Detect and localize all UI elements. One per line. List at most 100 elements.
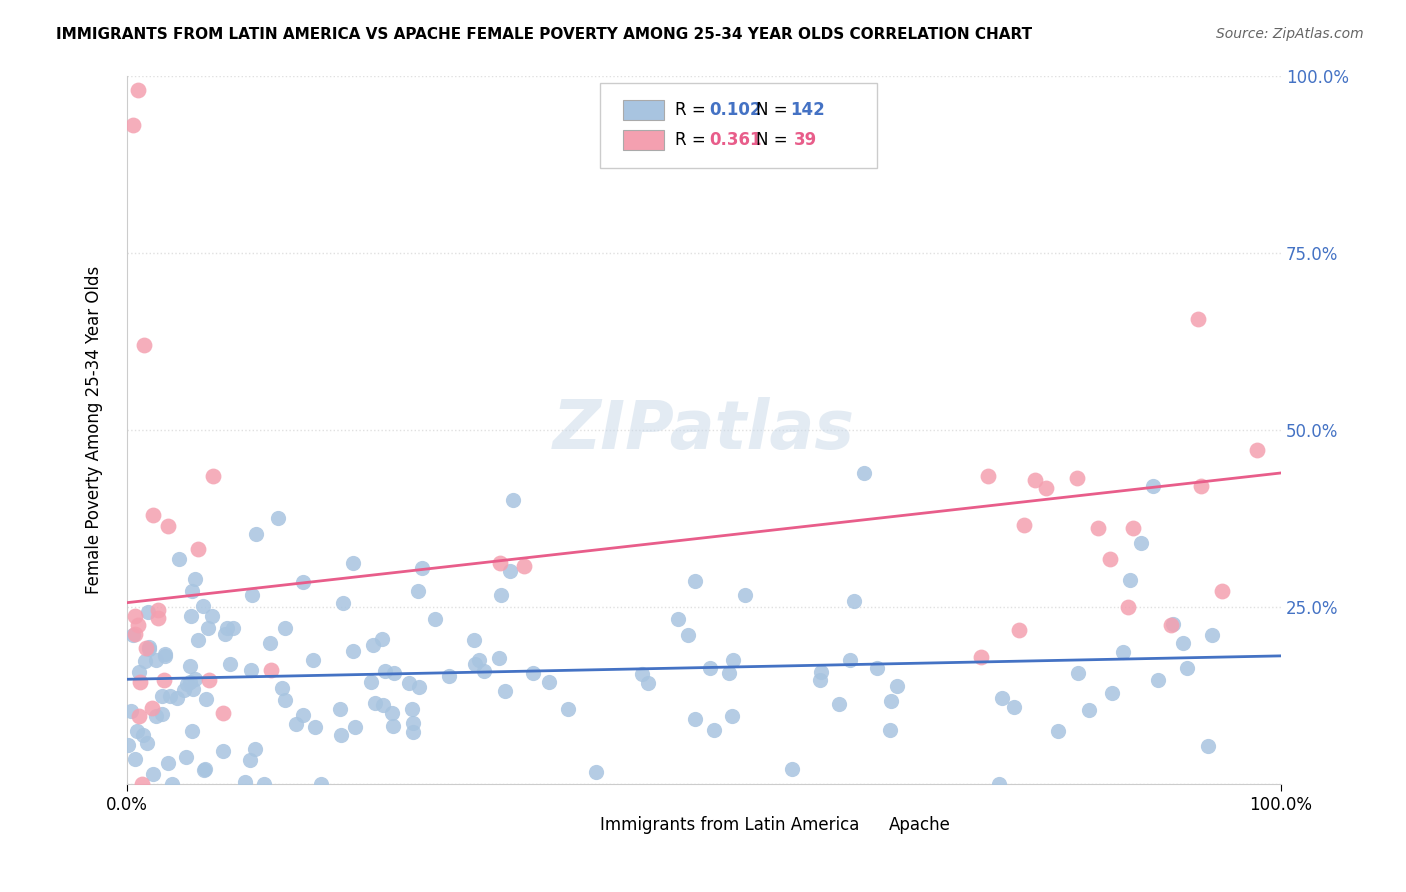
FancyBboxPatch shape (842, 816, 877, 834)
Immigrants from Latin America (494, 684, 516, 698)
Immigrants from Latin America (703, 723, 725, 738)
Apache (146, 603, 169, 617)
Immigrants from Latin America (398, 675, 420, 690)
Immigrants from Latin America (273, 621, 295, 635)
Text: 0.361: 0.361 (710, 131, 762, 149)
Immigrants from Latin America (844, 593, 866, 607)
Immigrants from Latin America (988, 777, 1011, 791)
Apache (1099, 552, 1122, 566)
Text: IMMIGRANTS FROM LATIN AMERICA VS APACHE FEMALE POVERTY AMONG 25-34 YEAR OLDS COR: IMMIGRANTS FROM LATIN AMERICA VS APACHE … (56, 27, 1032, 42)
Apache (977, 469, 1000, 483)
Immigrants from Latin America (155, 647, 177, 661)
Immigrants from Latin America (538, 674, 561, 689)
Immigrants from Latin America (502, 492, 524, 507)
Immigrants from Latin America (150, 706, 173, 721)
Immigrants from Latin America (717, 665, 740, 680)
Immigrants from Latin America (991, 691, 1014, 706)
Immigrants from Latin America (411, 560, 433, 574)
Apache (128, 674, 150, 689)
Immigrants from Latin America (720, 709, 742, 723)
Immigrants from Latin America (699, 661, 721, 675)
Immigrants from Latin America (406, 584, 429, 599)
Immigrants from Latin America (866, 661, 889, 675)
Immigrants from Latin America (245, 526, 267, 541)
Immigrants from Latin America (1119, 574, 1142, 588)
Immigrants from Latin America (360, 674, 382, 689)
Immigrants from Latin America (127, 723, 149, 738)
Immigrants from Latin America (557, 702, 579, 716)
Immigrants from Latin America (364, 696, 387, 710)
Apache (141, 701, 163, 715)
Immigrants from Latin America (463, 632, 485, 647)
Immigrants from Latin America (181, 682, 204, 697)
Immigrants from Latin America (180, 723, 202, 738)
Immigrants from Latin America (157, 756, 180, 771)
Immigrants from Latin America (180, 609, 202, 624)
Apache (1246, 442, 1268, 457)
Apache (146, 611, 169, 625)
Immigrants from Latin America (166, 690, 188, 705)
Immigrants from Latin America (167, 552, 190, 566)
Immigrants from Latin America (371, 698, 394, 713)
Apache (121, 118, 143, 132)
Apache (211, 706, 233, 721)
Immigrants from Latin America (266, 511, 288, 525)
Immigrants from Latin America (271, 681, 294, 695)
Apache (128, 709, 150, 723)
Immigrants from Latin America (217, 621, 239, 635)
Immigrants from Latin America (301, 653, 323, 667)
Text: 0.102: 0.102 (710, 102, 762, 120)
Immigrants from Latin America (1161, 617, 1184, 632)
Immigrants from Latin America (193, 763, 215, 777)
Immigrants from Latin America (361, 638, 384, 652)
Text: R =: R = (675, 102, 706, 120)
Text: N =: N = (756, 131, 787, 149)
Text: 142: 142 (790, 102, 825, 120)
Immigrants from Latin America (630, 667, 652, 681)
Immigrants from Latin America (1066, 665, 1088, 680)
Immigrants from Latin America (193, 599, 215, 614)
Immigrants from Latin America (342, 644, 364, 658)
Immigrants from Latin America (329, 702, 352, 716)
Immigrants from Latin America (683, 712, 706, 726)
Apache (259, 663, 281, 677)
Immigrants from Latin America (120, 704, 142, 718)
Immigrants from Latin America (402, 715, 425, 730)
Apache (134, 338, 156, 352)
Immigrants from Latin America (1201, 628, 1223, 642)
Immigrants from Latin America (194, 692, 217, 706)
Immigrants from Latin America (197, 621, 219, 635)
Apache (1035, 481, 1057, 495)
Immigrants from Latin America (134, 654, 156, 668)
Immigrants from Latin America (136, 736, 159, 750)
Apache (1187, 311, 1209, 326)
Immigrants from Latin America (723, 653, 745, 667)
Immigrants from Latin America (212, 743, 235, 757)
Immigrants from Latin America (309, 777, 332, 791)
Immigrants from Latin America (243, 742, 266, 756)
Immigrants from Latin America (1077, 703, 1099, 717)
Text: Apache: Apache (889, 815, 950, 834)
Immigrants from Latin America (138, 642, 160, 657)
Immigrants from Latin America (117, 738, 139, 752)
Immigrants from Latin America (1046, 723, 1069, 738)
Immigrants from Latin America (839, 653, 862, 667)
Immigrants from Latin America (142, 767, 165, 781)
Apache (131, 777, 153, 791)
Immigrants from Latin America (222, 621, 245, 635)
Immigrants from Latin America (284, 716, 307, 731)
Apache (1160, 618, 1182, 632)
Immigrants from Latin America (879, 723, 901, 738)
Immigrants from Latin America (128, 665, 150, 679)
Apache (124, 626, 146, 640)
Immigrants from Latin America (382, 719, 405, 733)
Immigrants from Latin America (184, 572, 207, 586)
Immigrants from Latin America (408, 680, 430, 694)
Apache (197, 673, 219, 687)
Immigrants from Latin America (1101, 685, 1123, 699)
Apache (513, 559, 536, 574)
Immigrants from Latin America (808, 673, 831, 688)
Immigrants from Latin America (1147, 673, 1170, 688)
Immigrants from Latin America (159, 689, 181, 703)
Immigrants from Latin America (880, 694, 903, 708)
